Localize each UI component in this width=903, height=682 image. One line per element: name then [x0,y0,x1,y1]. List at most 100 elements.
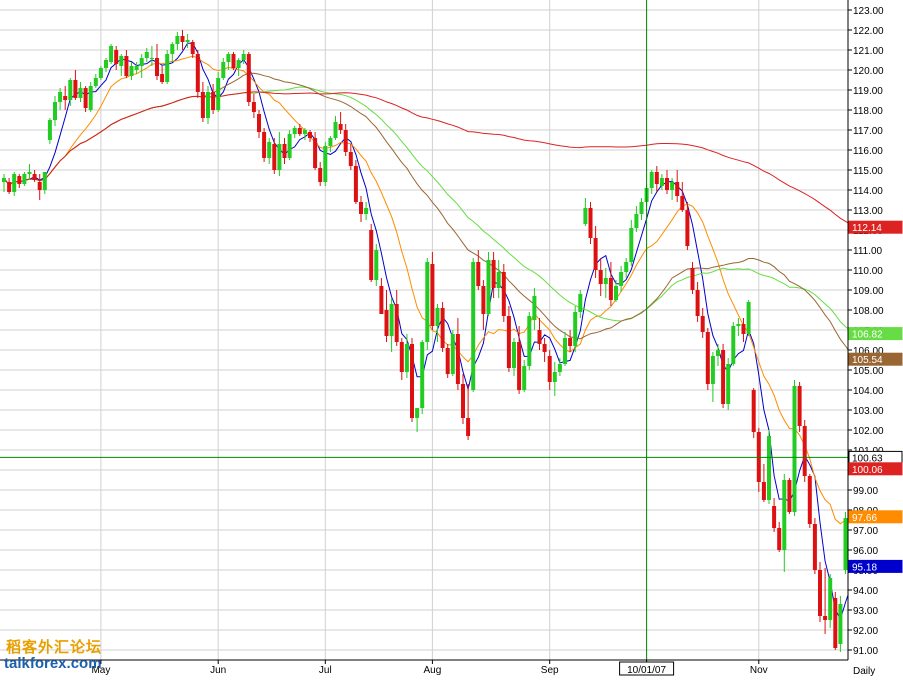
candle [379,278,384,314]
candle-body [501,272,506,316]
candle [726,358,731,410]
y-tick-label: 109.00 [853,286,884,297]
candle [496,260,501,298]
candle-body [802,426,807,476]
candle-body [772,506,777,528]
candle [231,52,236,70]
candle-body [364,208,369,214]
candle [787,478,792,514]
candle [552,362,557,396]
price-tag: 97.66 [848,510,903,524]
candle-body [389,304,394,336]
candle-body [42,172,47,190]
candle [37,174,42,200]
candle-body [828,578,833,620]
candle [353,160,358,204]
candle [323,142,328,186]
candle [369,224,374,282]
y-tick-label: 94.00 [853,586,878,597]
candle-body [751,390,756,432]
candle [797,382,802,432]
candle [88,82,93,112]
candle [629,220,634,266]
candle-body [348,152,353,166]
candle [404,334,409,378]
candle-body [563,338,567,364]
candle-body [12,174,17,192]
candle [257,110,261,138]
candle [221,58,226,80]
candle [241,50,246,64]
candle-body [190,42,195,54]
candle-body [517,342,522,390]
candle-body [593,238,598,270]
x-tick-label: 10/01/07 [627,665,666,676]
candle-body [180,36,185,42]
candle-body [481,286,486,314]
candle [563,332,567,366]
y-tick-label: 118.00 [853,106,883,117]
candle [461,374,465,424]
x-tick-label: May [91,665,110,676]
grid-lines [0,0,848,660]
candle-body [746,302,751,334]
candle-body [440,308,445,348]
candle [777,522,782,552]
candle [292,126,297,138]
price-tag-label: 112.14 [852,223,882,234]
candle [104,58,108,72]
candle-body [63,96,68,100]
candle [262,128,267,162]
candle [532,288,537,330]
candle-body [313,138,318,168]
candle-body [37,182,42,190]
x-tick-label: Jul [319,665,332,676]
candle [374,244,379,286]
y-tick-label: 104.00 [853,386,884,397]
candle-body [216,78,221,110]
candle-body [700,316,705,332]
watermark-chinese-text: 稻客外汇论坛 [6,638,103,656]
price-tag-box [848,462,903,476]
candle-body [792,386,797,512]
price-tag-label: 95.18 [852,562,877,573]
candle-body [486,260,491,314]
candle [155,44,159,80]
price-tag: 105.54 [848,352,903,366]
candle-body [58,92,63,102]
candle [7,178,12,194]
x-tick-label: Sep [541,665,559,676]
candle [165,50,170,84]
candle [588,202,593,244]
candle-body [83,88,88,108]
candle-body [512,342,516,368]
candle [58,88,63,110]
candle-body [455,334,460,384]
candle-body [195,54,200,92]
candle [415,408,420,432]
price-tag-box [848,559,903,573]
candle-body [654,172,659,184]
candle-body [267,142,272,158]
candle [333,116,338,140]
candle-body [104,60,108,68]
candle [746,300,751,336]
candle [297,124,302,136]
candle-body [399,342,404,372]
candle-body [221,62,226,78]
candle [22,172,27,186]
moving-average-lines [3,42,857,621]
candle-body [308,132,312,138]
x-tick-label: Jun [210,665,226,676]
candle [608,262,613,306]
candle-body [78,88,83,98]
price-axis: 123.00 122.00 121.00 120.00 119.00 118.00 117.… [847,0,903,682]
candle [823,568,828,634]
candle-body [93,78,98,86]
candle [440,302,445,352]
candle-body [450,334,455,374]
y-tick-label: 121.00 [853,46,884,57]
candle [216,72,221,112]
candle-body [292,128,297,134]
